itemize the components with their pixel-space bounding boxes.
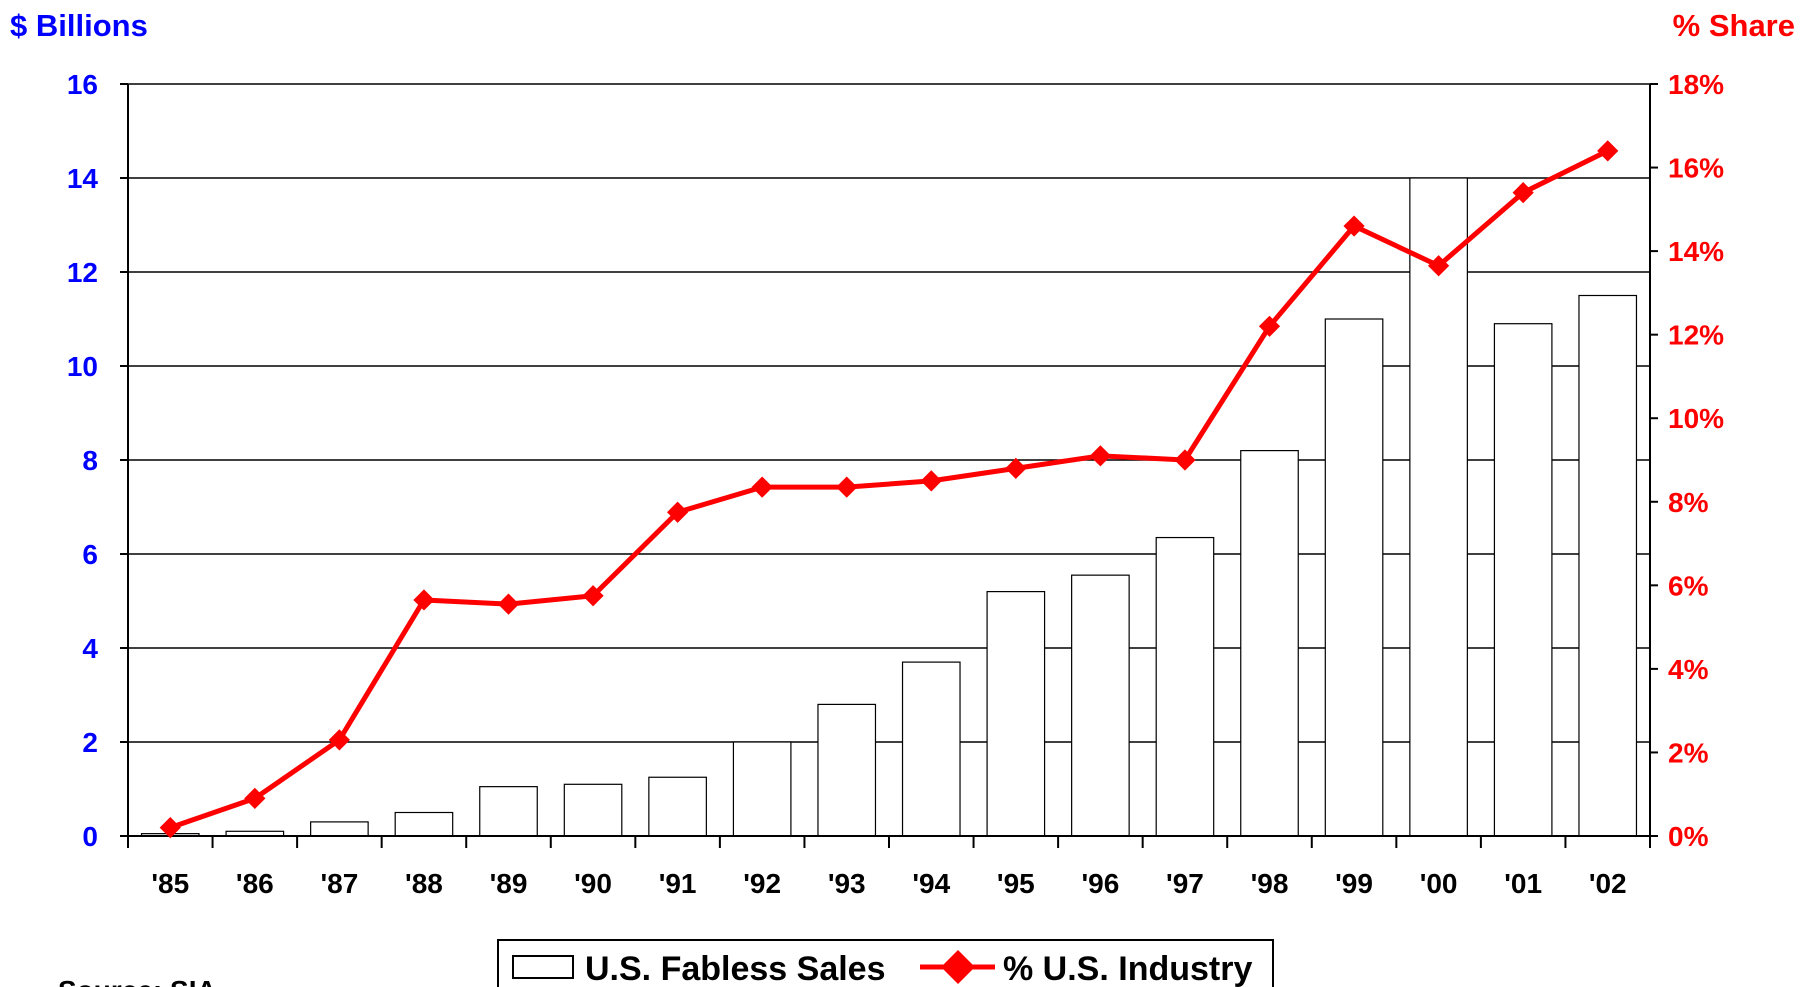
right-tick-label: 6% <box>1668 570 1709 601</box>
left-tick-label: 4 <box>82 633 98 664</box>
bar <box>479 786 538 837</box>
right-tick-label: 8% <box>1668 487 1709 518</box>
legend: U.S. Fabless Sales % U.S. Industry <box>497 939 1274 987</box>
legend-diamond-marker <box>941 950 975 984</box>
bar <box>986 590 1046 837</box>
left-tick-label: 8 <box>82 445 98 476</box>
source-note: Source: SIA <box>58 975 217 987</box>
left-tick-label: 6 <box>82 539 98 570</box>
bar <box>310 821 369 837</box>
x-tick-label: '02 <box>1589 868 1627 899</box>
x-tick-label: '98 <box>1251 868 1289 899</box>
left-tick-label: 16 <box>67 69 98 100</box>
share-point <box>920 470 942 492</box>
share-point <box>1005 457 1027 479</box>
bar <box>1578 294 1638 837</box>
share-point <box>751 476 773 498</box>
right-tick-label: 12% <box>1668 320 1724 351</box>
share-point <box>328 729 350 751</box>
share-point <box>582 585 604 607</box>
x-tick-label: '96 <box>1081 868 1119 899</box>
share-point <box>836 476 858 498</box>
right-tick-label: 14% <box>1668 236 1724 267</box>
share-point <box>159 817 181 839</box>
x-tick-label: '89 <box>490 868 528 899</box>
legend-box <box>497 939 1274 987</box>
x-tick-label: '91 <box>659 868 697 899</box>
bar <box>563 783 623 837</box>
x-tick-label: '92 <box>743 868 781 899</box>
bar <box>1324 318 1384 837</box>
bar <box>1493 323 1553 837</box>
bar <box>1409 177 1468 837</box>
tick-labels: 0 2 4 6 8 10 12 14 16 0% 2% 4% 6% 8% 10% 12% 14% 16% 18% '8… <box>67 69 1724 899</box>
right-axis-title: % Share <box>1673 8 1795 43</box>
legend-label-sales: U.S. Fabless Sales <box>585 950 886 987</box>
bar <box>1071 574 1130 837</box>
right-tick-label: 18% <box>1668 69 1724 100</box>
x-tick-label: '86 <box>236 868 274 899</box>
legend-label-share: % U.S. Industry <box>1003 950 1252 987</box>
bar <box>817 703 877 837</box>
share-point <box>667 501 689 523</box>
share-point <box>1597 140 1619 162</box>
share-line <box>169 148 1609 831</box>
x-tick-label: '85 <box>151 868 189 899</box>
x-tick-label: '01 <box>1504 868 1542 899</box>
left-tick-label: 10 <box>67 351 98 382</box>
x-tick-label: '97 <box>1166 868 1204 899</box>
x-tick-label: '99 <box>1335 868 1373 899</box>
right-tick-label: 16% <box>1668 153 1724 184</box>
line-series <box>159 140 1619 839</box>
x-tick-label: '88 <box>405 868 443 899</box>
share-point <box>413 589 435 611</box>
share-point <box>244 787 266 810</box>
right-tick-label: 0% <box>1668 821 1709 852</box>
right-tick-label: 10% <box>1668 403 1724 434</box>
right-tick-label: 4% <box>1668 654 1709 685</box>
x-tick-label: '00 <box>1420 868 1458 899</box>
x-tick-label: '95 <box>997 868 1035 899</box>
x-tick-label: '93 <box>828 868 866 899</box>
left-axis-title: $ Billions <box>10 8 148 43</box>
bar <box>394 811 454 837</box>
left-tick-label: 0 <box>82 821 98 852</box>
bar <box>732 741 792 837</box>
left-tick-label: 12 <box>67 257 98 288</box>
right-tick-label: 2% <box>1668 737 1709 768</box>
bar <box>901 661 961 837</box>
bar <box>648 776 707 837</box>
axes <box>120 83 1658 848</box>
left-tick-label: 14 <box>67 163 99 194</box>
x-tick-label: '94 <box>912 868 950 899</box>
share-point <box>1089 445 1111 467</box>
bar <box>1155 536 1215 837</box>
legend-bar-swatch <box>512 955 574 979</box>
x-tick-label: '87 <box>320 868 358 899</box>
left-tick-label: 2 <box>82 727 98 758</box>
bar <box>1240 450 1299 837</box>
gridlines <box>128 83 1650 837</box>
x-tick-label: '90 <box>574 868 612 899</box>
bar-series <box>140 177 1638 837</box>
share-point <box>497 593 520 615</box>
